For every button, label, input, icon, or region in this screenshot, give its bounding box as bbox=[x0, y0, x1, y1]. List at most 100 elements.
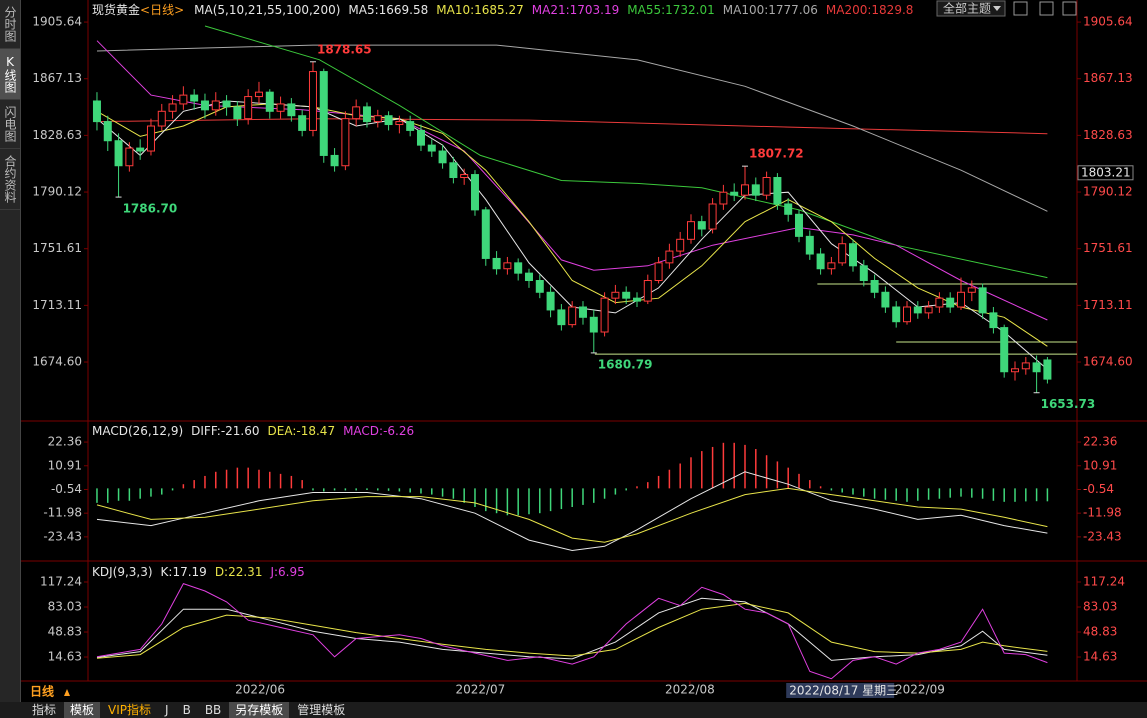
candle-body bbox=[233, 106, 242, 120]
candle-body bbox=[200, 100, 209, 111]
candle-body bbox=[773, 177, 782, 205]
legend-entry: MA5:1669.58 bbox=[348, 3, 428, 17]
y-tick-label: 10.91 bbox=[1083, 458, 1117, 472]
tab[interactable]: VIP指标 bbox=[108, 703, 152, 717]
period-arrow[interactable] bbox=[64, 689, 70, 696]
panel-header: 现货黄金<日线> MA(5,10,21,55,100,200) MA5:1669.5… bbox=[92, 2, 913, 17]
tab[interactable]: B bbox=[182, 703, 191, 717]
candle-body bbox=[967, 287, 976, 293]
candle-body bbox=[384, 115, 393, 126]
candle-body bbox=[989, 312, 998, 329]
candle-body bbox=[978, 287, 987, 314]
candle-body bbox=[546, 291, 555, 311]
legend-entry: MA21:1703.19 bbox=[532, 3, 620, 17]
candle-body bbox=[330, 154, 339, 167]
candle-body bbox=[460, 174, 469, 179]
theme-menu-label[interactable]: 全部主题 bbox=[943, 1, 991, 16]
y-tick-label: 1751.61 bbox=[1083, 241, 1133, 255]
candle-body bbox=[157, 110, 166, 127]
candle-body bbox=[287, 103, 296, 117]
dropdown-arrow[interactable] bbox=[993, 6, 1001, 11]
candle-body bbox=[103, 121, 112, 142]
theme-menu[interactable] bbox=[936, 0, 1006, 17]
tab[interactable]: 另存模板 bbox=[229, 702, 290, 718]
candle-body bbox=[751, 184, 760, 196]
tab[interactable]: 管理模板 bbox=[297, 703, 346, 717]
candle-body bbox=[557, 309, 566, 326]
extreme-label: 1680.79 bbox=[598, 357, 653, 371]
window-button[interactable] bbox=[1013, 1, 1028, 16]
indicator-line bbox=[96, 100, 1048, 370]
y-tick-label: 117.24 bbox=[40, 575, 82, 589]
candle-body bbox=[276, 103, 285, 112]
candle-body bbox=[352, 106, 361, 120]
candle-body bbox=[578, 306, 587, 318]
tab[interactable]: BB bbox=[204, 703, 222, 717]
y-tick-label: -11.98 bbox=[1083, 506, 1122, 520]
y-tick-label: 1674.60 bbox=[32, 355, 82, 369]
tab[interactable]: J bbox=[165, 703, 169, 717]
y-tick-label: 83.03 bbox=[1083, 600, 1117, 614]
tab[interactable]: 指标 bbox=[32, 703, 57, 717]
x-tick-label: 2022/07 bbox=[455, 683, 505, 697]
y-tick-label: 1828.63 bbox=[1083, 128, 1133, 142]
candle-body bbox=[740, 184, 749, 196]
candle-body bbox=[449, 162, 458, 179]
y-tick-label: 117.24 bbox=[1083, 575, 1125, 589]
candle-body bbox=[1032, 362, 1041, 373]
y-tick-label: -23.43 bbox=[43, 529, 82, 543]
sidebar: 分时图 K线图 闪电图 合约资料 bbox=[0, 0, 21, 702]
side-tab[interactable]: 合约资料 bbox=[0, 149, 20, 210]
candle-body bbox=[838, 243, 847, 264]
candle-body bbox=[654, 262, 663, 282]
candle-body bbox=[676, 238, 685, 252]
candle-body bbox=[373, 115, 382, 123]
bottom-tabs: 指标 模板 VIP指标 J B BB 另存模板 管理模板 bbox=[0, 702, 1147, 718]
candle-body bbox=[362, 106, 371, 123]
y-tick-label: -11.98 bbox=[43, 506, 82, 520]
y-tick-label: 22.36 bbox=[48, 435, 82, 449]
candle-body bbox=[805, 235, 814, 255]
window-button[interactable] bbox=[1039, 1, 1054, 16]
period-label[interactable]: 日线 bbox=[30, 684, 54, 699]
side-tab[interactable]: 闪电图 bbox=[0, 100, 20, 149]
title: MACD(26,12,9) bbox=[92, 424, 183, 438]
indicator-line bbox=[96, 40, 1048, 321]
indicator-line bbox=[96, 471, 1048, 552]
side-tab[interactable]: 分时图 bbox=[0, 0, 20, 49]
candle-body bbox=[957, 291, 966, 308]
y-tick-label: 22.36 bbox=[1083, 435, 1117, 449]
x-tick-label: 2022/06 bbox=[235, 683, 285, 697]
last-price-label: 1803.21 bbox=[1081, 165, 1131, 179]
candle-body bbox=[146, 125, 155, 152]
candle-body bbox=[416, 129, 425, 146]
candle-body bbox=[622, 291, 631, 299]
y-tick-label: -23.43 bbox=[1083, 529, 1122, 543]
side-tab[interactable]: K线图 bbox=[0, 49, 20, 100]
candle-body bbox=[643, 280, 652, 302]
candle-body bbox=[481, 209, 490, 259]
candle-body bbox=[859, 265, 868, 282]
tab[interactable]: 模板 bbox=[64, 702, 101, 718]
candle-body bbox=[892, 306, 901, 323]
indicator-line bbox=[96, 44, 1048, 212]
y-tick-label: 10.91 bbox=[48, 458, 82, 472]
indicator-line bbox=[96, 487, 1048, 543]
candle-body bbox=[1021, 362, 1030, 370]
candle-body bbox=[935, 297, 944, 308]
candle-body bbox=[794, 213, 803, 237]
candle-body bbox=[611, 291, 620, 299]
candle-body bbox=[179, 94, 188, 105]
y-tick-label: -0.54 bbox=[1083, 482, 1114, 496]
indicator-line bbox=[96, 118, 1048, 135]
candle-body bbox=[114, 140, 123, 167]
y-tick-label: 1867.13 bbox=[1083, 71, 1133, 85]
window-button[interactable] bbox=[1062, 1, 1077, 16]
candle-body bbox=[589, 316, 598, 333]
candle-body bbox=[568, 306, 577, 326]
legend-entry: MACD:-6.26 bbox=[343, 424, 414, 438]
candle-body bbox=[535, 280, 544, 293]
candle-body bbox=[427, 144, 436, 152]
